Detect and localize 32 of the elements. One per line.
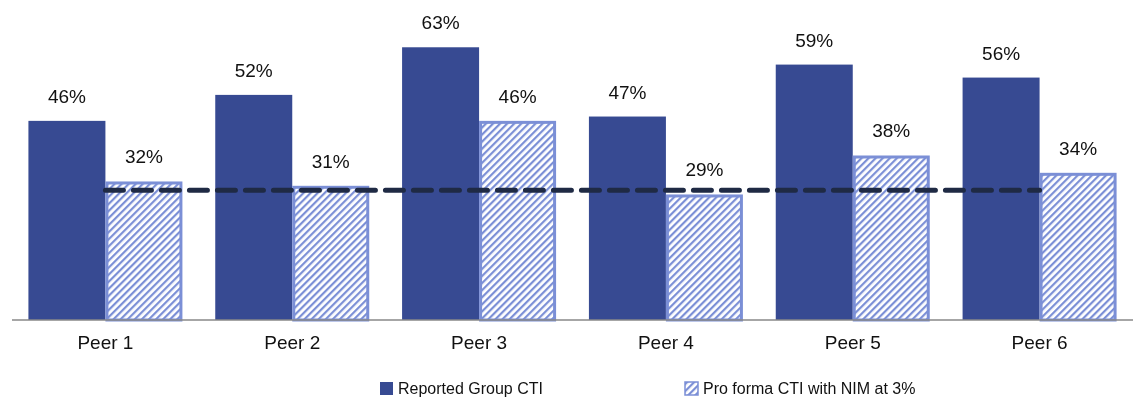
bar bbox=[665, 194, 743, 322]
bar bbox=[775, 64, 853, 320]
bar bbox=[215, 94, 293, 320]
bar bbox=[962, 77, 1040, 320]
x-tick-label: Peer 4 bbox=[637, 332, 695, 353]
bar bbox=[402, 47, 480, 320]
bar bbox=[105, 181, 183, 322]
bar bbox=[479, 120, 557, 322]
data-label: 34% bbox=[1059, 137, 1098, 159]
data-label: 31% bbox=[311, 150, 350, 172]
bar bbox=[852, 155, 930, 322]
data-label: 46% bbox=[498, 85, 537, 107]
bar bbox=[588, 116, 666, 320]
data-label: 46% bbox=[47, 85, 87, 107]
data-label: 59% bbox=[795, 29, 834, 51]
x-tick-label: Peer 1 bbox=[77, 332, 134, 353]
bar bbox=[1039, 172, 1117, 322]
bar bbox=[292, 185, 370, 322]
data-label: 47% bbox=[608, 81, 647, 103]
data-label: 38% bbox=[872, 120, 911, 142]
data-label: 63% bbox=[421, 12, 460, 34]
legend-label: Pro forma CTI with NIM at 3% bbox=[703, 380, 916, 397]
legend-label: Reported Group CTI bbox=[398, 380, 543, 397]
x-tick-label: Peer 6 bbox=[1011, 332, 1068, 353]
data-label: 56% bbox=[982, 42, 1021, 64]
data-label: 52% bbox=[234, 59, 273, 81]
data-label: 29% bbox=[685, 159, 724, 181]
x-tick-label: Peer 3 bbox=[451, 332, 508, 353]
x-tick-label: Peer 5 bbox=[824, 332, 881, 353]
x-tick-label: Peer 2 bbox=[264, 332, 321, 353]
data-label: 32% bbox=[124, 146, 164, 168]
bar bbox=[28, 120, 106, 320]
